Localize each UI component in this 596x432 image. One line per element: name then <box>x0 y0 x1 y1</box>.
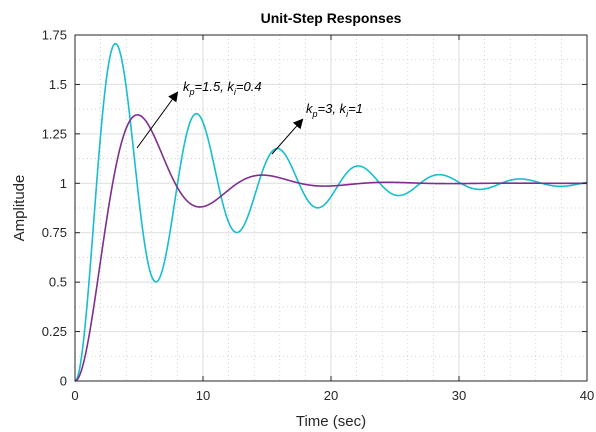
series-line-2 <box>74 114 588 382</box>
x-tick-label: 0 <box>71 388 78 403</box>
x-tick-label: 10 <box>196 388 210 403</box>
y-tick-label: 0.5 <box>49 275 67 290</box>
x-axis-label: Time (sec) <box>296 413 366 430</box>
axis-ticks <box>74 34 588 382</box>
x-tick-label: 40 <box>580 388 594 403</box>
annotation-arrow-1 <box>136 91 179 149</box>
y-tick-label: 1.5 <box>49 77 67 92</box>
chart-title: Unit-Step Responses <box>261 10 402 26</box>
annotation-label-1: kp=1.5, ki=0.4 <box>183 79 262 97</box>
x-tick-labels: 0 10 20 30 40 <box>71 388 594 403</box>
y-tick-label: 1 <box>60 176 67 191</box>
y-tick-label: 1.25 <box>42 126 67 141</box>
y-tick-label: 1.75 <box>42 28 67 43</box>
x-tick-label: 30 <box>452 388 466 403</box>
y-tick-label: 0 <box>60 374 67 389</box>
y-tick-label: 0.25 <box>42 324 67 339</box>
annotation-label-2: kp=3, ki=1 <box>306 101 363 119</box>
x-tick-label: 20 <box>324 388 338 403</box>
y-tick-labels: 0 0.25 0.5 0.75 1 1.25 1.5 1.75 <box>42 28 67 389</box>
annotation-arrow-2 <box>271 118 304 155</box>
y-axis-label: Amplitude <box>11 175 28 242</box>
y-tick-label: 0.75 <box>42 225 67 240</box>
series-layer <box>74 42 588 382</box>
